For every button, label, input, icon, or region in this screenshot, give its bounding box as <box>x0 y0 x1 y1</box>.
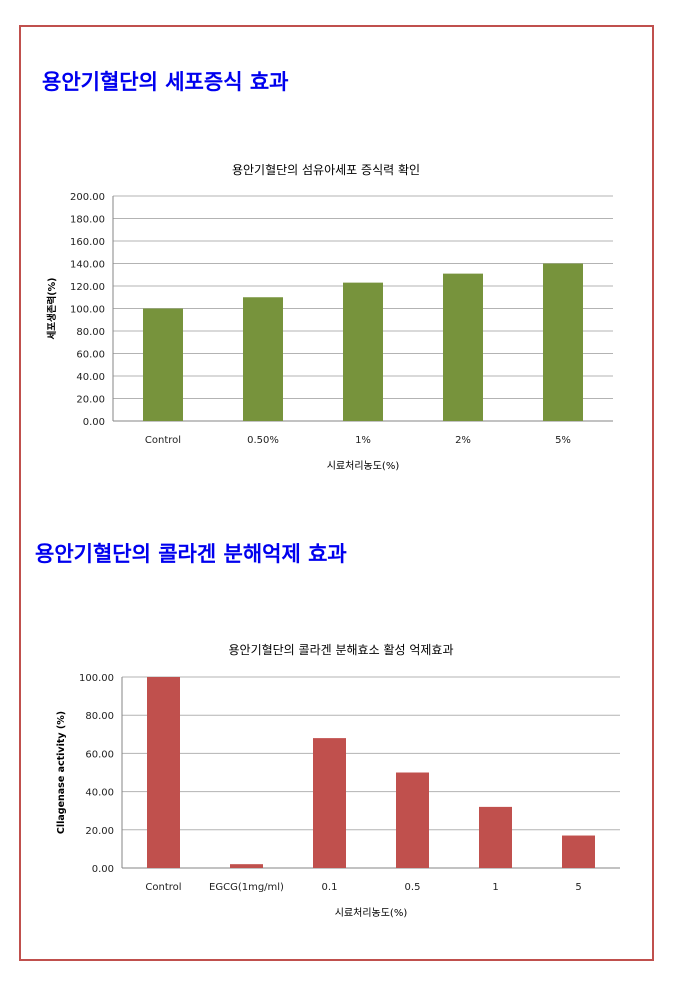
y-tick-label: 80.00 <box>76 327 105 338</box>
bar-3 <box>396 772 429 868</box>
x-axis-label: 시료처리농도(%) <box>335 907 408 919</box>
x-tick-label: 0.1 <box>322 882 338 893</box>
bar-4 <box>543 263 583 421</box>
y-tick-label: 80.00 <box>85 711 114 722</box>
y-tick-label: 180.00 <box>70 215 105 226</box>
bar-3 <box>443 273 483 421</box>
y-tick-label: 60.00 <box>85 749 114 760</box>
bar-1 <box>230 864 263 868</box>
chart-collagenase-activity: 용안기혈단의 콜라겐 분해효소 활성 억제효과 0.00 20.00 40.00 60.… <box>56 643 620 919</box>
y-axis-label: 세포생존력(%) <box>46 278 58 340</box>
x-tick-label: 1% <box>355 435 371 446</box>
chart-title: 용안기혈단의 콜라겐 분해효소 활성 억제효과 <box>228 643 453 657</box>
x-tick-label: 0.50% <box>247 435 279 446</box>
section-heading-cell-proliferation: 용안기혈단의 세포증식 효과 <box>42 70 289 94</box>
section-heading-collagen-inhibition: 용안기혈단의 콜라겐 분해억제 효과 <box>35 542 347 566</box>
chart-title: 용안기혈단의 섬유아세포 증식력 확인 <box>232 163 420 177</box>
chart-cell-proliferation: 용안기혈단의 섬유아세포 증식력 확인 0.00 20.00 40.00 60.00 80… <box>46 163 613 472</box>
y-tick-label: 40.00 <box>85 788 114 799</box>
y-tick-label: 140.00 <box>70 260 105 271</box>
bar-0 <box>143 308 183 421</box>
x-tick-label: Control <box>145 435 181 446</box>
bar-5 <box>562 835 595 868</box>
y-tick-label: 120.00 <box>70 282 105 293</box>
y-tick-label: 0.00 <box>92 864 114 875</box>
y-tick-label: 20.00 <box>85 826 114 837</box>
y-tick-label: 40.00 <box>76 372 105 383</box>
bar-1 <box>243 297 283 421</box>
x-axis-label: 시료처리농도(%) <box>327 460 400 472</box>
bar-0 <box>147 677 180 868</box>
y-tick-label: 60.00 <box>76 350 105 361</box>
bar-2 <box>343 282 383 421</box>
x-tick-label: EGCG(1mg/ml) <box>209 882 284 893</box>
y-tick-label: 160.00 <box>70 237 105 248</box>
page-border <box>19 25 654 961</box>
y-tick-label: 100.00 <box>79 673 114 684</box>
y-tick-label: 20.00 <box>76 395 105 406</box>
y-tick-label: 200.00 <box>70 192 105 203</box>
x-tick-label: 1 <box>492 882 498 893</box>
y-tick-label: 100.00 <box>70 305 105 316</box>
y-axis-label: Cllagenase activity (%) <box>56 711 67 834</box>
x-tick-label: 2% <box>455 435 471 446</box>
x-tick-label: 5% <box>555 435 571 446</box>
x-tick-label: Control <box>145 882 181 893</box>
x-tick-label: 0.5 <box>405 882 421 893</box>
y-tick-label: 0.00 <box>83 417 105 428</box>
bar-2 <box>313 738 346 868</box>
bar-4 <box>479 806 512 868</box>
x-tick-label: 5 <box>575 882 581 893</box>
